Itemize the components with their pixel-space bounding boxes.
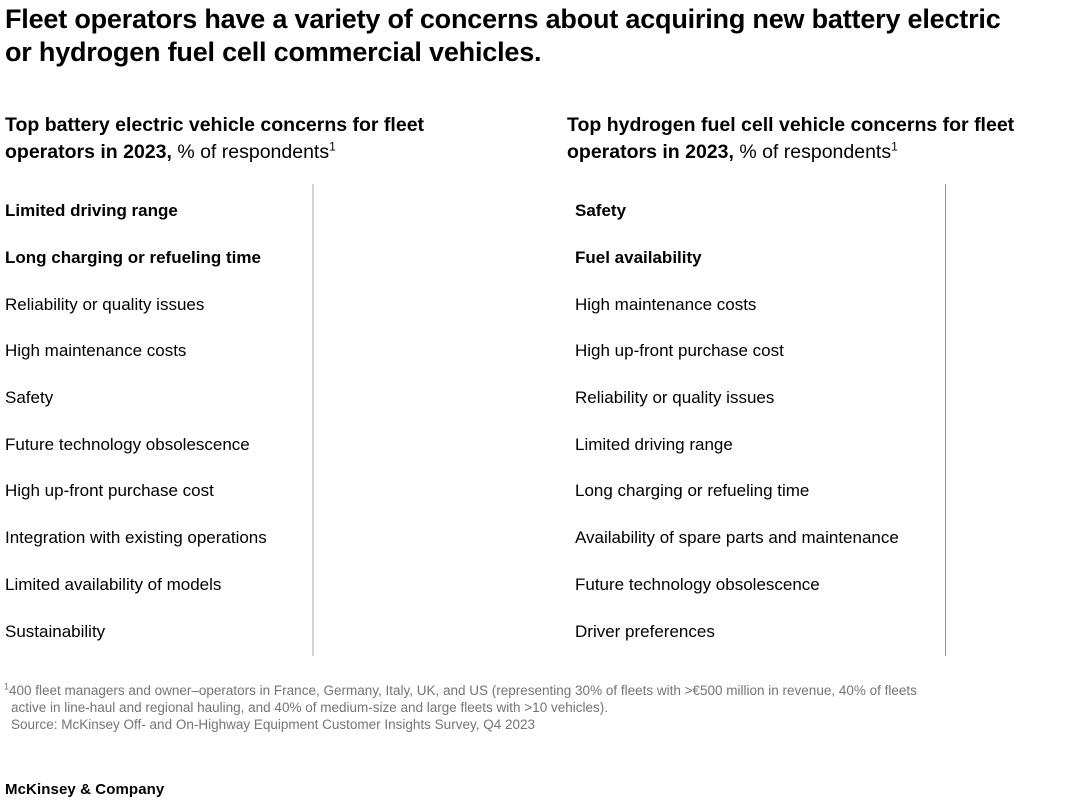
left-chart-heading-unit: % of respondents xyxy=(171,141,330,163)
right-chart-heading-unit: % of respondents xyxy=(733,141,892,163)
exhibit-title: Fleet operators have a variety of concer… xyxy=(5,4,1001,67)
category-label: Integration with existing operations xyxy=(5,528,267,548)
category-label: Limited availability of models xyxy=(5,574,222,594)
footnote-line-2: active in line-haul and regional hauling… xyxy=(11,700,608,715)
category-label: Driver preferences xyxy=(575,621,715,641)
footnote-text-1: 400 fleet managers and owner–operators i… xyxy=(9,683,917,698)
right-chart-footnote-marker: 1 xyxy=(891,139,898,154)
left-chart-heading: Top battery electric vehicle concerns fo… xyxy=(5,112,485,166)
left-chart-heading-bold: Top battery electric vehicle concerns fo… xyxy=(5,114,425,163)
category-label: High up-front purchase cost xyxy=(575,341,784,361)
category-label: Limited driving range xyxy=(575,434,733,454)
right-chart-axis-line xyxy=(945,184,946,656)
category-label: Limited driving range xyxy=(5,201,178,221)
source-line: Source: McKinsey Off- and On-Highway Equ… xyxy=(11,717,535,732)
mckinsey-logo: McKinsey & Company xyxy=(5,781,165,798)
left-chart-axis-line xyxy=(312,184,314,656)
category-label: High maintenance costs xyxy=(575,294,757,314)
category-label: Fuel availability xyxy=(575,248,702,268)
right-chart-category-list: Safety Fuel availability High maintenanc… xyxy=(575,188,955,655)
category-label: Reliability or quality issues xyxy=(575,388,775,408)
category-label: Long charging or refueling time xyxy=(5,248,261,268)
footnote-marker: 1 xyxy=(4,681,10,692)
category-label: High up-front purchase cost xyxy=(5,481,214,501)
category-label: High maintenance costs xyxy=(5,341,187,361)
category-label: Future technology obsolescence xyxy=(5,434,250,454)
left-chart-category-list: Limited driving range Long charging or r… xyxy=(5,188,385,655)
right-chart-heading: Top hydrogen fuel cell vehicle concerns … xyxy=(567,112,1047,166)
footnote: 1400 fleet managers and owner–operators … xyxy=(4,682,1044,733)
category-label: Future technology obsolescence xyxy=(575,574,820,594)
category-label: Sustainability xyxy=(5,621,106,641)
category-label: Safety xyxy=(575,201,627,221)
left-chart-footnote-marker: 1 xyxy=(329,139,336,154)
category-label: Safety xyxy=(5,388,54,408)
footnote-line-1: 1400 fleet managers and owner–operators … xyxy=(4,682,1044,699)
category-label: Long charging or refueling time xyxy=(575,481,810,501)
category-label: Availability of spare parts and maintena… xyxy=(575,528,899,548)
right-chart-heading-bold: Top hydrogen fuel cell vehicle concerns … xyxy=(567,114,1015,163)
category-label: Reliability or quality issues xyxy=(5,294,205,314)
